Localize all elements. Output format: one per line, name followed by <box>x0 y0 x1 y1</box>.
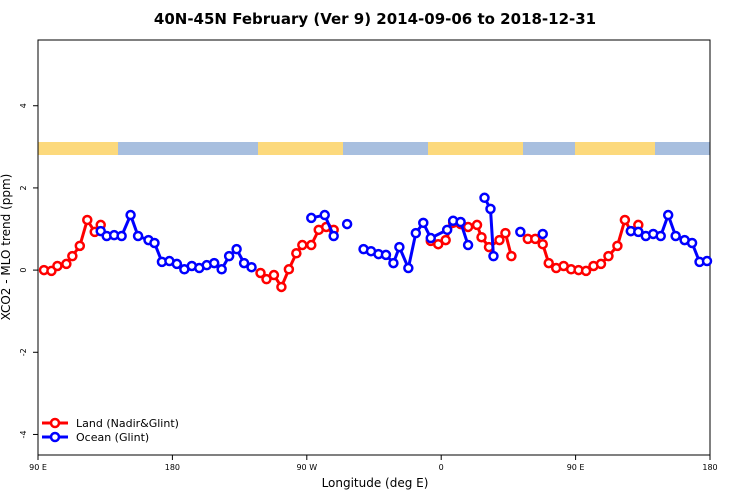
data-point <box>319 209 330 221</box>
data-point <box>485 203 496 215</box>
x-tick-label: 90 E <box>29 463 47 472</box>
y-tick-label: 4 <box>19 103 28 108</box>
map-land <box>428 142 523 155</box>
data-point <box>306 212 317 224</box>
data-point <box>125 209 136 221</box>
data-point <box>116 230 127 242</box>
data-point <box>67 250 78 262</box>
data-point <box>471 219 483 231</box>
x-tick-label: 180 <box>702 463 717 472</box>
y-axis-label: XCO2 - MLO trend (ppm) <box>0 174 13 321</box>
data-point <box>515 226 526 238</box>
data-point <box>276 281 287 293</box>
data-point <box>662 209 674 221</box>
data-point <box>132 230 144 242</box>
data-point <box>494 234 505 246</box>
data-point <box>403 262 414 274</box>
data-point <box>216 264 227 275</box>
data-point <box>74 240 86 252</box>
x-tick-label: 90 E <box>567 463 585 472</box>
data-point <box>283 264 295 275</box>
data-point <box>506 250 517 262</box>
y-tick-label: -2 <box>19 348 28 356</box>
y-tick-label: 0 <box>19 268 28 273</box>
data-point <box>500 227 511 239</box>
map-ocean <box>38 142 710 155</box>
data-point <box>595 258 607 270</box>
data-point <box>537 228 548 240</box>
plot-frame <box>37 39 711 456</box>
data-point <box>261 273 272 285</box>
data-point <box>231 243 242 255</box>
data-point <box>479 192 490 204</box>
data-point <box>61 258 72 270</box>
data-point <box>686 237 698 249</box>
data-point <box>246 261 257 273</box>
data-point <box>488 250 499 262</box>
data-point <box>603 250 614 262</box>
data-point <box>612 240 623 252</box>
data-point <box>341 218 353 230</box>
data-point <box>388 257 399 269</box>
legend-label: Ocean (Glint) <box>76 431 149 444</box>
data-point <box>171 258 183 270</box>
x-tick-label: 0 <box>439 463 444 472</box>
x-axis-label: Longitude (deg E) <box>322 476 429 490</box>
data-point <box>580 265 592 277</box>
data-point <box>633 226 644 238</box>
data-point <box>82 214 93 226</box>
data-point <box>223 250 235 262</box>
data-point <box>441 224 453 236</box>
data-point <box>380 249 392 261</box>
data-point <box>425 232 436 244</box>
data-point <box>297 239 308 251</box>
data-point <box>291 248 302 259</box>
data-point <box>455 216 466 228</box>
map-land <box>258 142 343 155</box>
data-point <box>52 260 63 272</box>
data-point <box>462 221 474 233</box>
data-point <box>537 238 548 250</box>
data-point <box>530 233 541 245</box>
data-point <box>149 237 160 249</box>
data-point <box>418 217 429 229</box>
data-point <box>306 239 317 251</box>
data-point <box>655 230 666 242</box>
data-point <box>543 257 554 269</box>
legend-label: Land (Nadir&Glint) <box>76 417 179 430</box>
data-point <box>462 239 474 251</box>
x-tick-label: 180 <box>165 463 180 472</box>
data-point <box>328 230 339 242</box>
data-point <box>394 241 405 253</box>
y-tick-label: 2 <box>19 185 28 190</box>
map-strip <box>38 142 710 155</box>
x-tick-label: 90 W <box>296 463 317 472</box>
data-point <box>208 257 220 269</box>
data-point <box>432 238 444 250</box>
data-point <box>268 269 280 281</box>
data-point <box>701 255 713 267</box>
data-point <box>670 230 681 242</box>
data-point <box>238 257 250 269</box>
data-point <box>440 234 451 246</box>
y-tick-label: -4 <box>19 430 28 438</box>
legend-marker <box>49 431 61 443</box>
data-point <box>476 231 487 243</box>
data-point <box>619 214 631 226</box>
legend-marker <box>49 417 61 429</box>
map-land <box>575 142 655 155</box>
data-point <box>255 267 266 279</box>
chart-title: 40N-45N February (Ver 9) 2014-09-06 to 2… <box>154 10 596 28</box>
data-point <box>410 227 422 239</box>
map-land <box>38 142 118 155</box>
